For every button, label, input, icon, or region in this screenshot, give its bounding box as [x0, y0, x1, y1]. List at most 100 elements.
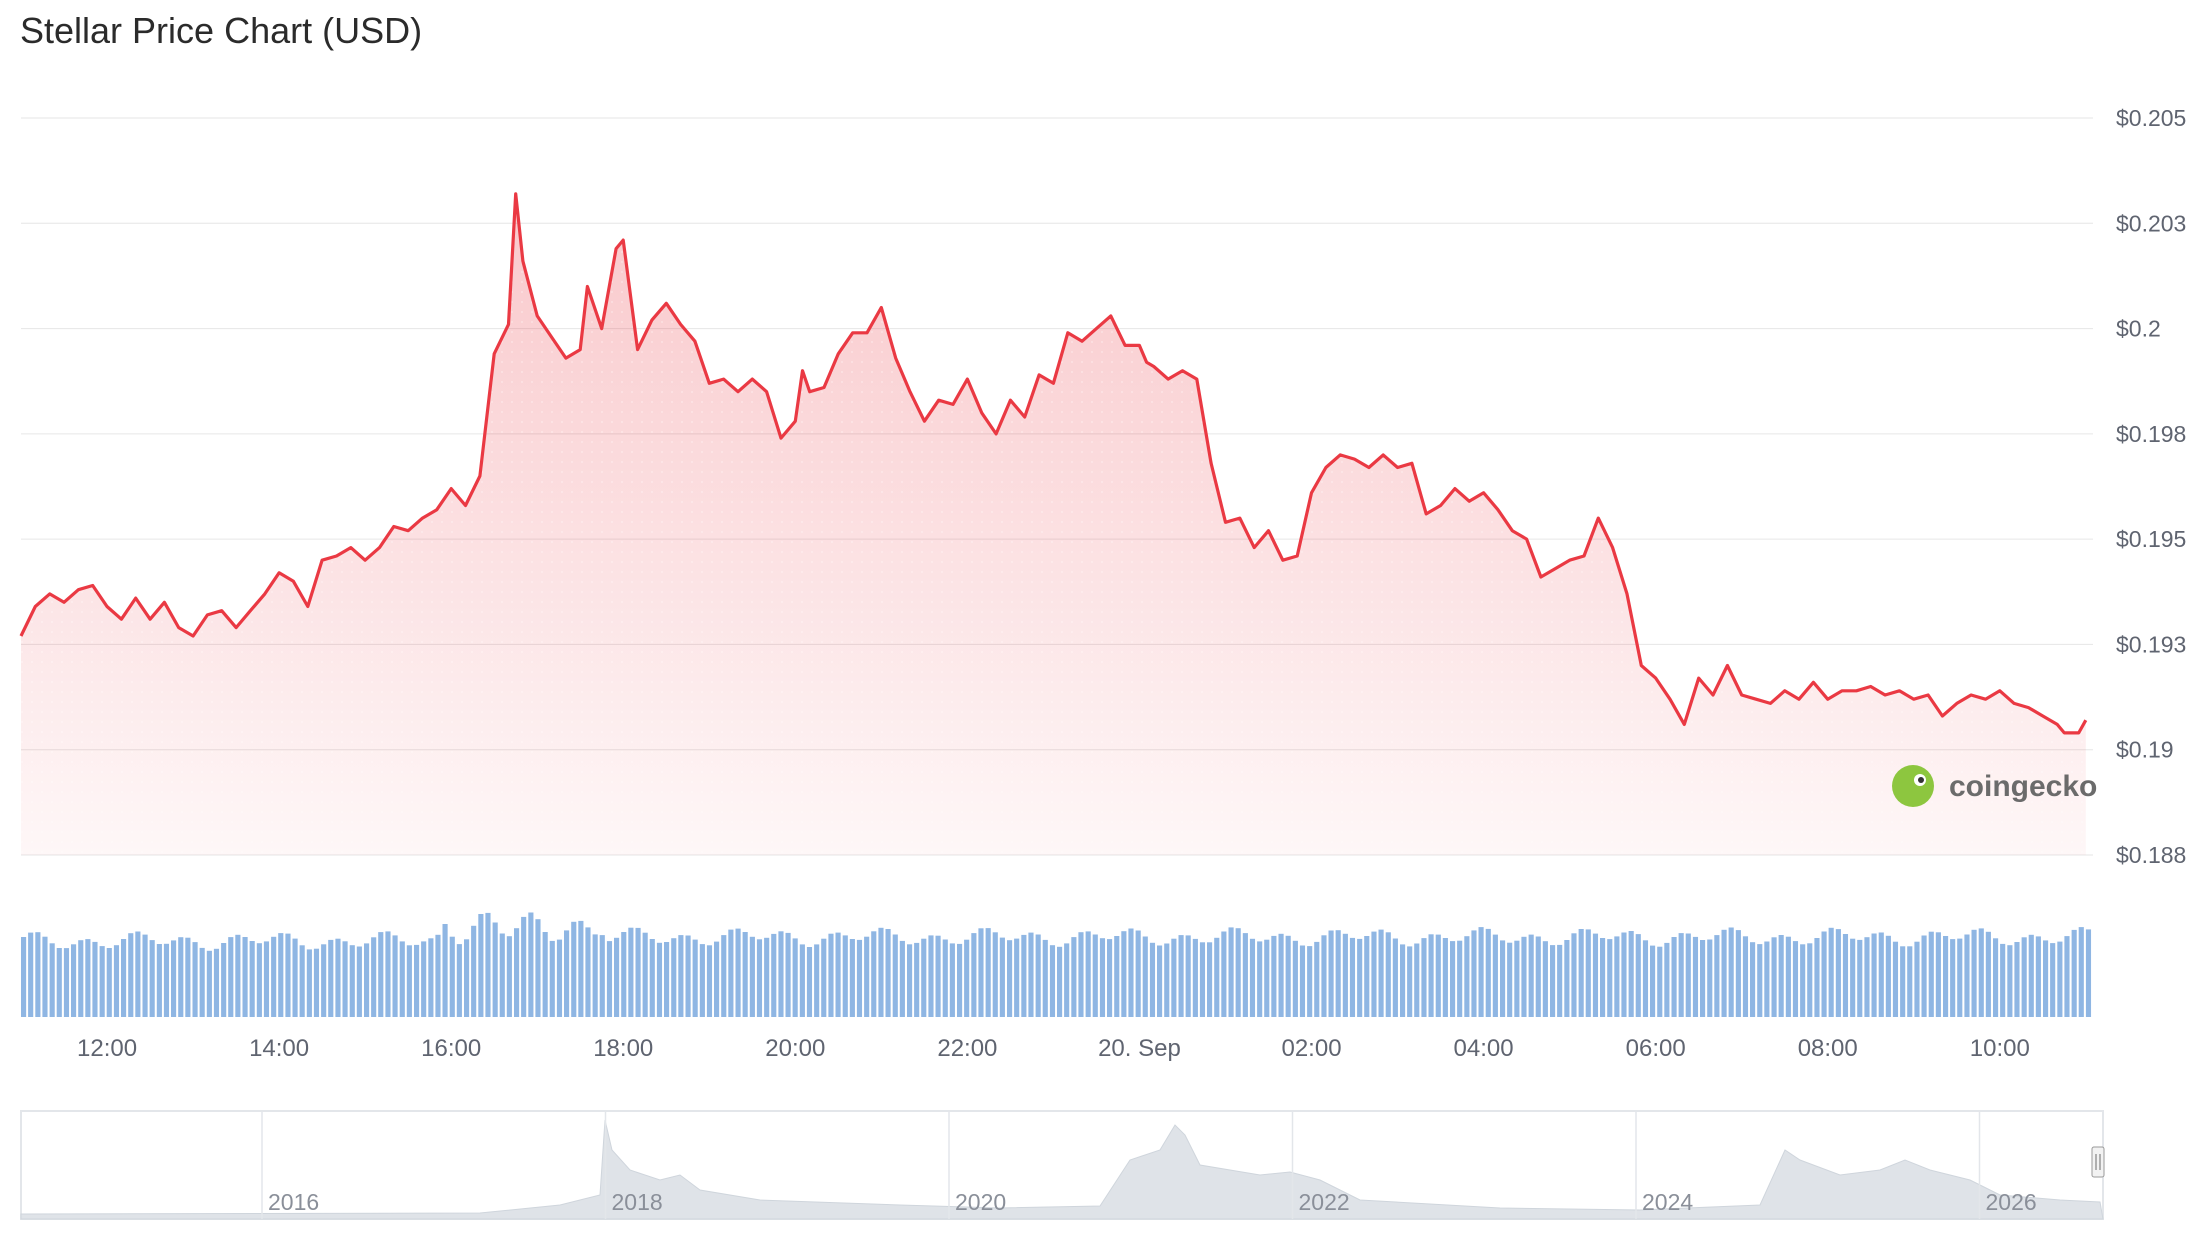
- volume-bar: [578, 920, 584, 1017]
- volume-bar: [1678, 933, 1684, 1017]
- volume-bar: [199, 947, 205, 1017]
- y-tick-label: $0.195: [2116, 526, 2186, 552]
- volume-bar: [1092, 934, 1098, 1017]
- volume-bar: [764, 937, 770, 1017]
- volume-bar: [1314, 941, 1320, 1017]
- volume-bar: [1142, 936, 1148, 1017]
- volume-bar: [1642, 940, 1649, 1017]
- volume-bar: [1085, 931, 1091, 1017]
- volume-bar: [85, 939, 91, 1017]
- volume-bar: [1907, 946, 1913, 1017]
- volume-bar: [1964, 934, 1970, 1017]
- volume-bar: [1207, 942, 1213, 1017]
- volume-bar: [1357, 938, 1363, 1017]
- volume-bar: [1149, 942, 1156, 1017]
- volume-bar: [1764, 941, 1770, 1017]
- volume-bar: [1542, 941, 1548, 1017]
- volume-bar: [1807, 943, 1813, 1017]
- y-tick-label: $0.198: [2116, 421, 2186, 447]
- volume-bar: [528, 912, 534, 1017]
- volume-bar: [185, 937, 191, 1017]
- volume-bar: [999, 937, 1005, 1017]
- volume-bar: [478, 914, 484, 1017]
- volume-bar: [756, 939, 763, 1017]
- volume-bar: [642, 932, 648, 1017]
- volume-bar: [28, 932, 34, 1017]
- volume-bar: [1478, 927, 1484, 1017]
- volume-bar: [1785, 936, 1791, 1017]
- volume-bar: [442, 924, 448, 1017]
- volume-bar: [128, 933, 134, 1017]
- volume-bar: [685, 935, 691, 1017]
- volume-bar: [221, 943, 227, 1017]
- volume-bar: [192, 942, 198, 1017]
- volume-bar: [178, 937, 184, 1017]
- volume-bar: [1328, 930, 1334, 1017]
- volume-bar: [121, 939, 127, 1017]
- volume-bar: [1249, 938, 1256, 1017]
- volume-bar: [349, 945, 355, 1017]
- volume-bar: [1471, 930, 1477, 1017]
- volume-bar: [835, 932, 841, 1017]
- volume-bar: [678, 935, 684, 1017]
- volume-bar: [706, 945, 713, 1017]
- volume-bar: [1228, 927, 1234, 1017]
- navigator-year-label: 2026: [1986, 1189, 2037, 1215]
- price-series[interactable]: [19, 192, 2088, 735]
- volume-bar: [656, 942, 663, 1017]
- x-tick-label: 02:00: [1281, 1035, 1341, 1062]
- volume-bar: [2078, 927, 2084, 1017]
- navigator-handle-right[interactable]: [2091, 1146, 2105, 1178]
- volume-bar: [1514, 940, 1520, 1017]
- volume-bar: [414, 944, 420, 1017]
- volume-bar: [1464, 936, 1470, 1017]
- price-line[interactable]: [19, 192, 2088, 735]
- volume-bar: [1307, 946, 1313, 1017]
- volume-bar: [914, 942, 920, 1017]
- volume-bar: [1342, 933, 1348, 1017]
- volume-bars: [21, 912, 2092, 1017]
- volume-bar: [1221, 931, 1227, 1017]
- volume-bar: [1614, 936, 1620, 1017]
- coingecko-logo-icon: [1892, 765, 1934, 807]
- range-navigator[interactable]: 2016 2018 2020 2022 2024 2026: [20, 1110, 2105, 1220]
- volume-bar: [2057, 941, 2063, 1017]
- volume-bar: [1364, 936, 1370, 1017]
- volume-bar: [864, 936, 870, 1017]
- navigator-year-label: 2020: [955, 1189, 1006, 1215]
- navigator-frame: [20, 1110, 2104, 1220]
- volume-bar: [292, 938, 298, 1017]
- volume-bar: [1735, 930, 1741, 1017]
- volume-bar: [21, 937, 27, 1017]
- volume-bar: [2021, 937, 2027, 1017]
- volume-bar: [456, 944, 462, 1017]
- volume-bar: [849, 939, 855, 1017]
- volume-bar: [171, 940, 177, 1017]
- volume-bar: [113, 945, 120, 1017]
- volume-bar: [1292, 940, 1298, 1017]
- volume-bar: [1557, 944, 1563, 1017]
- volume-bar: [1700, 940, 1706, 1017]
- volume-bar: [885, 929, 891, 1017]
- volume-bar: [1385, 932, 1391, 1017]
- y-tick-label: $0.188: [2116, 842, 2186, 868]
- volume-bar: [1692, 936, 1699, 1017]
- volume-bar: [449, 936, 455, 1017]
- volume-bar: [728, 929, 734, 1017]
- volume-bar: [1828, 927, 1834, 1017]
- volume-bar: [1378, 929, 1384, 1017]
- volume-bar: [106, 948, 112, 1017]
- volume-bar: [628, 927, 634, 1017]
- volume-bar: [1071, 937, 1077, 1017]
- volume-bar: [921, 938, 927, 1017]
- navigator-history-area: [20, 1119, 2104, 1220]
- volume-bar: [78, 940, 84, 1017]
- volume-bar: [985, 928, 991, 1017]
- volume-bar: [392, 935, 398, 1017]
- volume-bar: [821, 938, 827, 1017]
- volume-bar: [464, 939, 470, 1017]
- volume-bar: [1128, 928, 1134, 1017]
- volume-bar: [2014, 942, 2020, 1017]
- volume-bar: [1671, 937, 1677, 1017]
